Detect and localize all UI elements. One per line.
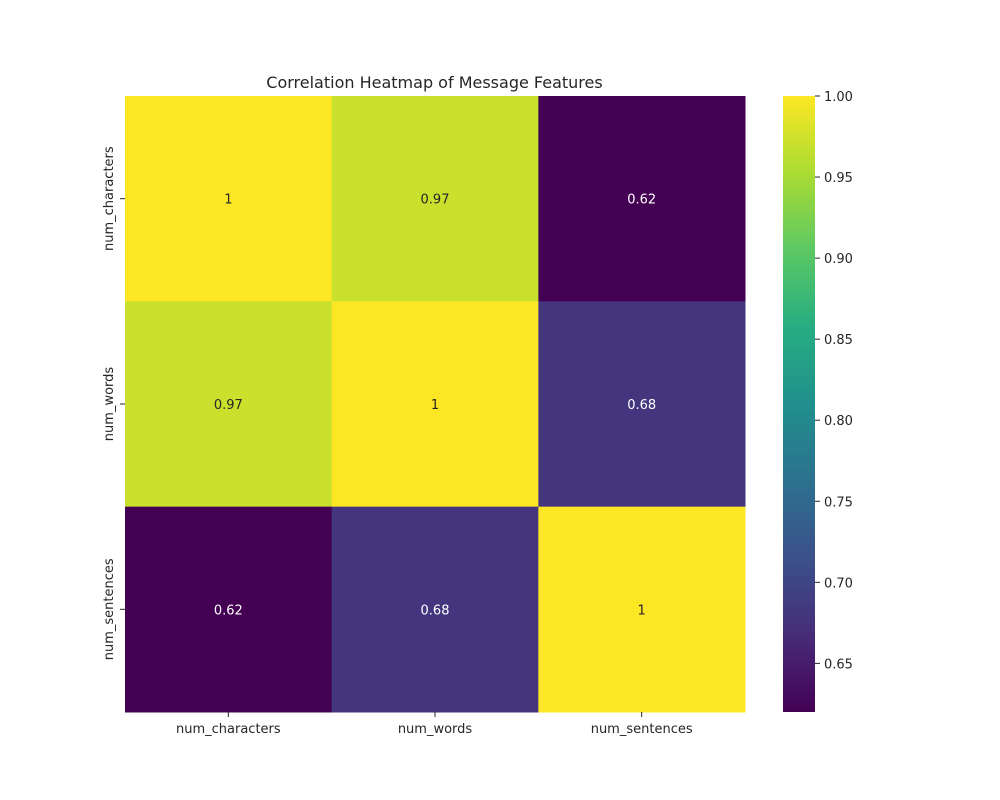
cell-value-label: 0.68 <box>627 398 656 413</box>
x-tick-label: num_characters <box>176 722 281 737</box>
x-tick-label: num_sentences <box>591 722 693 737</box>
heatmap-cell <box>331 301 539 508</box>
colorbar-tick-label: 0.75 <box>824 495 853 510</box>
colorbar-tick-label: 1.00 <box>824 90 853 105</box>
chart-title: Correlation Heatmap of Message Features <box>266 73 602 92</box>
cell-value-label: 0.97 <box>421 193 450 208</box>
colorbar-gradient <box>783 96 815 712</box>
cell-value-label: 0.62 <box>214 603 243 618</box>
cell-value-label: 1 <box>638 603 646 618</box>
cell-value-label: 1 <box>224 193 232 208</box>
colorbar-ticks: 0.65 0.70 0.75 0.80 0.85 0.90 0.95 1.00 <box>815 90 853 672</box>
y-axis: num_characters num_words num_sentences <box>102 146 125 660</box>
colorbar-tick-label: 0.85 <box>824 333 853 348</box>
cell-value-label: 0.97 <box>214 398 243 413</box>
colorbar-tick-label: 0.90 <box>824 252 853 267</box>
heatmap-cell <box>538 96 746 302</box>
x-axis: num_characters num_words num_sentences <box>176 712 693 737</box>
heatmap-cell <box>125 506 333 713</box>
cell-value-label: 0.62 <box>627 193 656 208</box>
y-tick-label: num_characters <box>102 146 117 251</box>
colorbar-tick-label: 0.95 <box>824 171 853 186</box>
y-tick-label: num_sentences <box>102 558 117 660</box>
heatmap-cell <box>331 96 539 302</box>
colorbar-tick-label: 0.65 <box>824 657 853 672</box>
colorbar-tick-label: 0.80 <box>824 414 853 429</box>
y-tick-label: num_words <box>102 367 117 442</box>
x-tick-label: num_words <box>398 722 473 737</box>
heatmap-cell <box>538 301 746 508</box>
heatmap-cell <box>125 301 333 508</box>
heatmap-cell <box>331 506 539 713</box>
heatmap-cells: 1 0.97 0.62 0.97 1 0.68 0.62 0.68 1 <box>125 96 746 713</box>
cell-value-label: 0.68 <box>421 603 450 618</box>
cell-value-label: 1 <box>431 398 439 413</box>
heatmap-cell <box>538 506 746 713</box>
colorbar: 0.65 0.70 0.75 0.80 0.85 0.90 0.95 1.00 <box>783 90 853 712</box>
colorbar-tick-label: 0.70 <box>824 576 853 591</box>
heatmap-cell <box>125 96 333 302</box>
